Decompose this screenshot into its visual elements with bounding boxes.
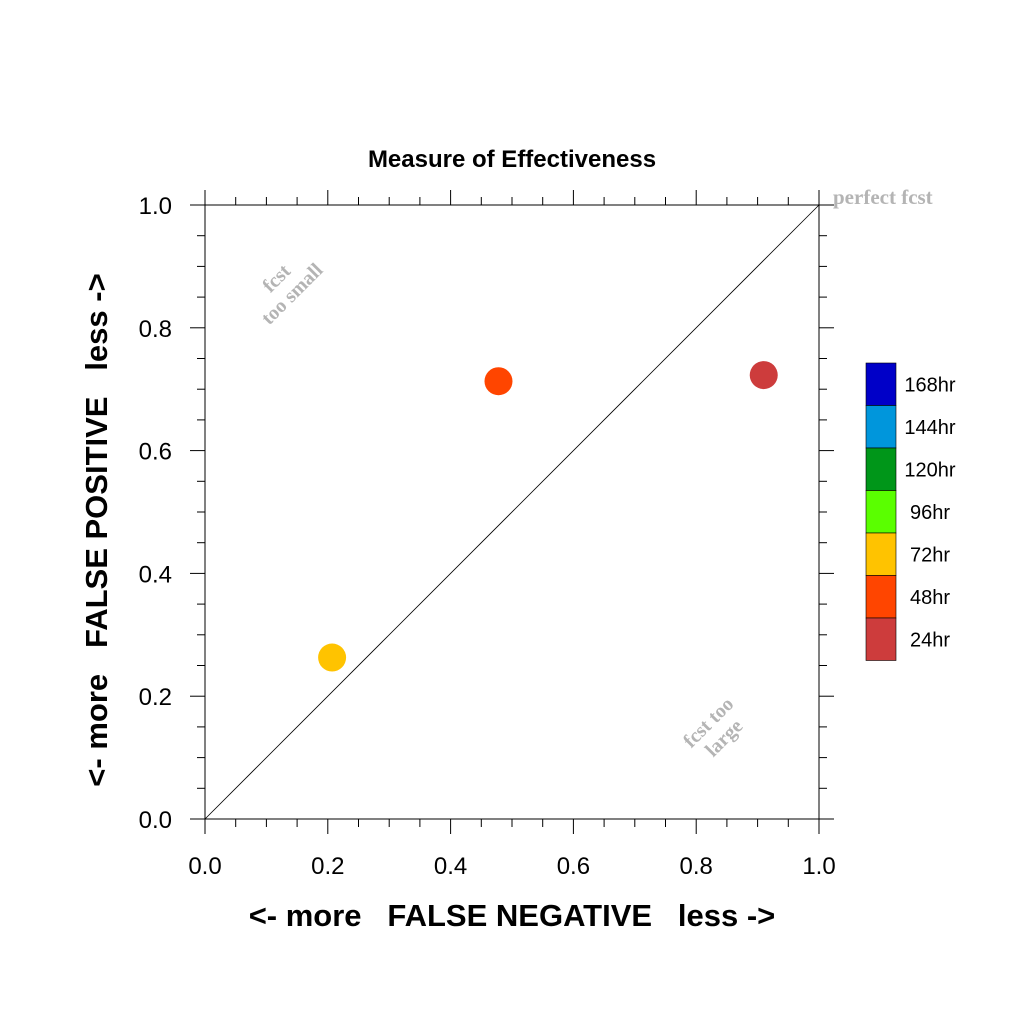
legend-label-96hr: 96hr — [910, 502, 950, 524]
legend-label-168hr: 168hr — [904, 374, 955, 396]
y-tick-label: 0.8 — [139, 316, 172, 343]
data-point-48hr — [484, 367, 513, 396]
x-tick-label: 0.4 — [434, 853, 467, 880]
perfect-forecast-diagonal — [204, 204, 820, 820]
y-tick-label: 0.6 — [139, 439, 172, 466]
legend-swatch-24hr — [865, 617, 897, 661]
x-axis-label: <- more FALSE NEGATIVE less -> — [249, 898, 776, 933]
legend-label-144hr: 144hr — [904, 417, 955, 439]
data-point-24hr — [749, 361, 778, 390]
legend-swatch-72hr — [865, 532, 897, 576]
legend-label-72hr: 72hr — [910, 544, 950, 566]
annotation-too-large: fcst too large — [679, 693, 747, 761]
x-tick-label: 0.2 — [311, 853, 344, 880]
annotation-too-small: fcst too small — [257, 259, 327, 329]
x-tick-label: 1.0 — [802, 853, 835, 880]
y-tick-label: 1.0 — [139, 193, 172, 220]
chart-title: Measure of Effectiveness — [368, 146, 656, 173]
legend: 168hr 144hr 120hr 96hr 72hr 48hr 24hr — [865, 362, 956, 661]
x-tick-label: 0.8 — [680, 853, 713, 880]
legend-swatch-168hr — [865, 362, 897, 406]
legend-swatch-144hr — [865, 405, 897, 449]
legend-label-24hr: 24hr — [910, 629, 950, 651]
legend-label-120hr: 120hr — [904, 459, 955, 481]
legend-swatch-96hr — [865, 490, 897, 534]
legend-swatch-48hr — [865, 575, 897, 619]
y-tick-label: 0.2 — [139, 684, 172, 711]
y-tick-label: 0.0 — [139, 807, 172, 834]
legend-label-48hr: 48hr — [910, 587, 950, 609]
legend-swatch-120hr — [865, 447, 897, 491]
y-axis-label: <- more FALSE POSITIVE less -> — [79, 273, 114, 786]
annotation-too-small-line2: too small — [257, 259, 327, 329]
x-tick-label: 0.0 — [188, 853, 221, 880]
annotation-perfect-forecast: perfect fcst — [833, 185, 933, 209]
y-tick-label: 0.4 — [139, 561, 172, 588]
data-point-72hr — [318, 643, 347, 672]
x-tick-label: 0.6 — [557, 853, 590, 880]
